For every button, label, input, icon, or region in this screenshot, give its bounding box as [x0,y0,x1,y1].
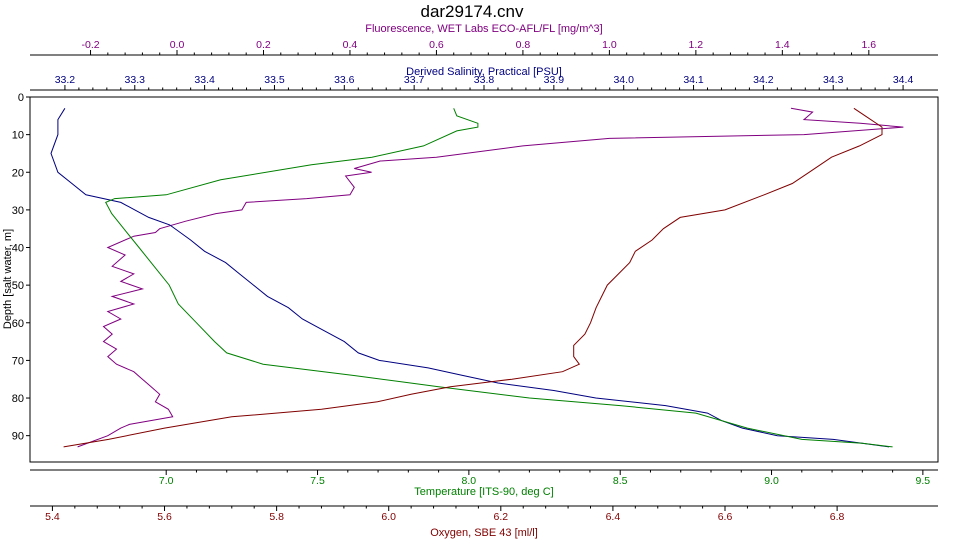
fluorescence-tick-label: 0.8 [516,39,531,51]
y-axis: 0 10 20 30 40 50 60 70 80 90 [12,92,30,443]
salinity-tick-label: 33.5 [264,74,285,86]
oxygen-tick-label: 6.4 [606,511,621,523]
salinity-tick-label: 33.6 [334,74,355,86]
temperature-tick-label: 9.5 [916,475,931,487]
fluorescence-tick-label: 1.0 [602,39,617,51]
temperature-tick-label: 7.5 [310,475,325,487]
y-tick-label: 20 [12,167,24,179]
fluorescence-tick-label: 1.2 [689,39,704,51]
salinity-tick-label: 34.0 [613,74,634,86]
salinity-axis-label: Derived Salinity, Practical [PSU] [406,66,562,78]
y-tick-label: 30 [12,205,24,217]
fluorescence-tick-label: 0.6 [429,39,444,51]
temperature-tick-label: 8.5 [613,475,628,487]
salinity-tick-label: 34.1 [683,74,704,86]
oxygen-tick-label: 5.8 [269,511,284,523]
y-tick-label: 50 [12,280,24,292]
y-tick-label: 80 [12,393,24,405]
y-axis-label: Depth [salt water, m] [2,229,14,329]
salinity-tick-label: 34.2 [753,74,774,86]
salinity-tick-label: 33.9 [544,74,565,86]
fluorescence-tick-label: 1.6 [862,39,877,51]
temperature-tick-label: 9.0 [764,475,779,487]
fluorescence-tick-label: 1.4 [775,39,790,51]
series-line-salinity [50,108,890,448]
y-tick-label: 60 [12,318,24,330]
salinity-tick-label: 33.2 [55,74,76,86]
fluorescence-tick-label: 0.2 [256,39,271,51]
oxygen-tick-label: 5.6 [157,511,172,523]
oxygen-tick-label: 5.4 [45,511,60,523]
oxygen-tick-label: 6.6 [718,511,733,523]
y-tick-label: 70 [12,355,24,367]
y-tick-label: 40 [12,243,24,255]
temperature-tick-label: 8.0 [462,475,477,487]
y-tick-label: 0 [18,92,24,104]
bottom-axes: 7.0 7.5 8.0 8.5 9.0 9.5 Temperature [ITS-90, d… [30,469,938,539]
series-line-oxygen [63,107,883,448]
fluorescence-tick-label: -0.2 [81,39,99,51]
salinity-tick-label: 33.7 [404,74,425,86]
salinity-tick-label: 33.3 [125,74,146,86]
fluorescence-tick-label: 0.0 [170,39,185,51]
y-tick-label: 90 [12,431,24,443]
salinity-tick-label: 34.3 [823,74,844,86]
oxygen-tick-label: 6.8 [830,511,845,523]
chart-title: dar29174.cnv [420,2,524,21]
series-lines [50,107,904,448]
top-axes: -0.2 0.0 0.2 0.4 0.6 0.8 1.0 1.2 1.4 1.6 Fluoresce… [30,23,938,91]
salinity-tick-label: 33.8 [474,74,495,86]
series-line-temperature [105,108,893,448]
salinity-tick-label: 34.4 [893,74,914,86]
y-tick-label: 10 [12,130,24,142]
plot-frame [29,96,939,463]
fluorescence-axis-label: Fluorescence, WET Labs ECO-AFL/FL [mg/m^… [365,23,602,35]
oxygen-tick-label: 6.0 [381,511,396,523]
salinity-tick-label: 33.4 [194,74,215,86]
fluorescence-tick-label: 0.4 [343,39,358,51]
oxygen-axis-label: Oxygen, SBE 43 [ml/l] [430,527,538,539]
temperature-axis-label: Temperature [ITS-90, deg C] [414,486,553,498]
oxygen-tick-label: 6.2 [494,511,509,523]
temperature-tick-label: 7.0 [159,475,174,487]
series-line-fluorescence [77,107,904,448]
